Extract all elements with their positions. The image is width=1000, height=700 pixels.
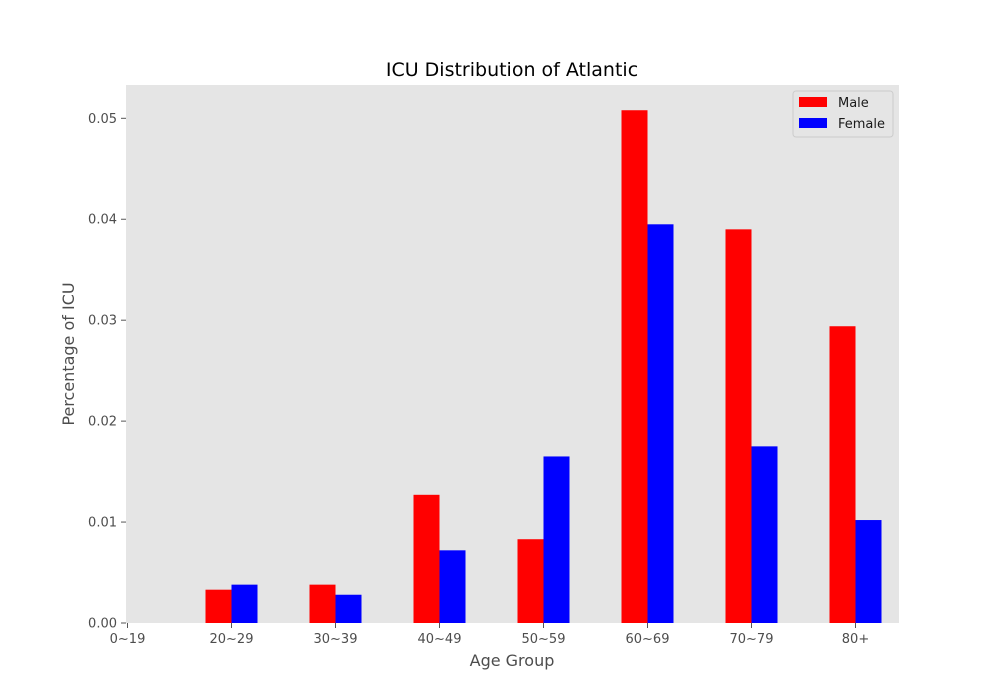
x-tick-label: 0~19 bbox=[110, 632, 146, 647]
bar-male-4 bbox=[517, 539, 544, 623]
bar-male-6 bbox=[725, 229, 752, 623]
y-tick-label: 0.02 bbox=[88, 415, 117, 430]
bar-female-6 bbox=[751, 446, 778, 623]
legend-swatch-male bbox=[799, 97, 827, 107]
bar-female-7 bbox=[855, 520, 882, 623]
legend: Male Female bbox=[792, 90, 894, 138]
legend-swatch-female bbox=[799, 118, 827, 128]
y-axis-label: Percentage of ICU bbox=[59, 282, 78, 425]
y-tick-label: 0.00 bbox=[88, 617, 117, 632]
bar-female-4 bbox=[543, 456, 570, 623]
bar-male-1 bbox=[205, 589, 232, 623]
bar-male-3 bbox=[413, 494, 440, 623]
bar-female-2 bbox=[335, 594, 362, 623]
x-tick-label: 50~59 bbox=[522, 632, 566, 647]
x-tick-label: 80+ bbox=[842, 632, 869, 647]
x-axis-label: Age Group bbox=[470, 651, 555, 670]
bar-female-1 bbox=[231, 584, 258, 623]
bar-female-5 bbox=[647, 224, 674, 623]
legend-label-male: Male bbox=[838, 96, 869, 111]
legend-label-female: Female bbox=[838, 117, 885, 132]
x-tick-label: 70~79 bbox=[730, 632, 774, 647]
x-tick-label: 20~29 bbox=[210, 632, 254, 647]
bar-male-5 bbox=[621, 110, 648, 624]
x-axis-ticks: 0~19 20~29 30~39 40~49 50~59 60~69 70~79 80+ bbox=[110, 623, 869, 647]
chart-title: ICU Distribution of Atlantic bbox=[386, 59, 638, 81]
bar-male-2 bbox=[309, 584, 336, 623]
x-tick-label: 60~69 bbox=[626, 632, 670, 647]
y-tick-label: 0.05 bbox=[88, 112, 117, 127]
bars-layer bbox=[205, 110, 882, 624]
x-tick-label: 30~39 bbox=[314, 632, 358, 647]
y-axis-ticks: 0.00 0.01 0.02 0.03 0.04 0.05 bbox=[88, 112, 126, 632]
y-tick-label: 0.03 bbox=[88, 314, 117, 329]
bar-male-7 bbox=[829, 326, 856, 623]
x-tick-label: 40~49 bbox=[418, 632, 462, 647]
bar-female-3 bbox=[439, 550, 466, 623]
y-tick-label: 0.01 bbox=[88, 516, 117, 531]
plot-area bbox=[126, 85, 899, 623]
y-tick-label: 0.04 bbox=[88, 213, 117, 228]
